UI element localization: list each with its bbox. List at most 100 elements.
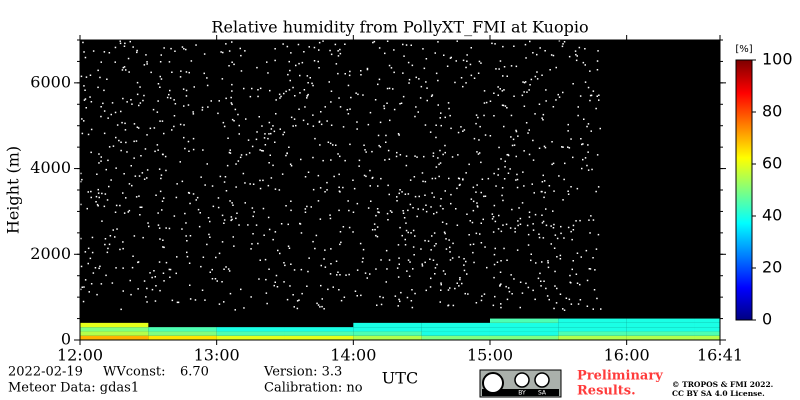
- noise: [380, 259, 382, 261]
- heatmap-cell: [489, 335, 559, 340]
- noise: [317, 200, 320, 202]
- noise: [436, 263, 438, 266]
- noise: [174, 103, 177, 105]
- noise: [444, 116, 446, 119]
- noise: [401, 234, 403, 237]
- colorbar-step: [736, 178, 752, 181]
- noise: [519, 217, 522, 220]
- noise: [223, 268, 225, 270]
- noise: [415, 76, 417, 79]
- colorbar-step: [736, 298, 752, 301]
- noise: [234, 309, 236, 311]
- noise: [336, 274, 338, 276]
- noise: [445, 248, 448, 250]
- noise: [262, 179, 264, 182]
- noise: [223, 301, 225, 303]
- noise: [312, 125, 315, 127]
- noise: [421, 172, 424, 174]
- noise: [235, 217, 237, 220]
- heatmap-cell: [694, 335, 720, 340]
- noise: [334, 43, 337, 46]
- noise: [157, 100, 159, 102]
- noise: [233, 63, 235, 66]
- noise: [348, 273, 350, 276]
- noise: [264, 133, 266, 135]
- noise: [473, 77, 476, 79]
- noise: [270, 177, 273, 179]
- noise: [122, 247, 124, 250]
- noise: [543, 196, 545, 199]
- noise: [283, 131, 286, 134]
- noise: [374, 228, 376, 231]
- x-tick-label: 16:00: [604, 346, 650, 365]
- noise: [83, 85, 85, 87]
- noise: [355, 92, 357, 94]
- colorbar-step: [736, 144, 752, 147]
- colorbar-step: [736, 272, 752, 275]
- noise: [586, 164, 588, 167]
- noise: [414, 115, 416, 118]
- noise: [550, 54, 553, 56]
- colorbar-step: [736, 76, 752, 79]
- noise: [159, 190, 162, 193]
- colorbar-step: [736, 92, 752, 95]
- noise: [587, 169, 590, 171]
- noise: [227, 268, 230, 270]
- noise: [97, 188, 99, 191]
- noise: [269, 154, 271, 156]
- noise: [238, 133, 240, 135]
- noise: [92, 50, 95, 52]
- noise: [320, 264, 322, 267]
- colorbar-step: [736, 98, 752, 101]
- colorbar-step: [736, 140, 752, 143]
- colorbar-step: [736, 238, 752, 241]
- noise: [409, 203, 412, 206]
- noise: [308, 46, 310, 48]
- noise: [562, 146, 564, 148]
- noise: [561, 45, 564, 48]
- noise: [587, 123, 590, 125]
- noise: [268, 228, 271, 231]
- noise: [154, 150, 156, 153]
- noise: [409, 179, 412, 181]
- noise: [388, 158, 391, 160]
- noise: [87, 247, 90, 250]
- noise: [255, 138, 258, 141]
- noise: [396, 267, 399, 269]
- noise: [122, 267, 124, 269]
- wvconst-label: WVconst:: [103, 365, 166, 380]
- noise: [96, 293, 98, 296]
- noise: [169, 89, 171, 92]
- noise: [506, 298, 509, 301]
- noise: [435, 136, 437, 139]
- noise: [369, 169, 371, 172]
- noise: [329, 217, 332, 220]
- noise: [463, 129, 466, 131]
- noise: [290, 209, 292, 212]
- noise: [412, 246, 415, 248]
- noise: [447, 304, 450, 306]
- noise: [330, 159, 332, 161]
- noise: [465, 66, 467, 69]
- noise: [121, 69, 124, 71]
- x-tick-label: 13:00: [194, 346, 240, 365]
- noise: [469, 243, 472, 246]
- heatmap-cell: [489, 331, 559, 336]
- noise: [303, 51, 305, 53]
- noise: [477, 153, 480, 155]
- heatmap-cell: [80, 327, 149, 332]
- noise: [530, 259, 532, 262]
- noise: [504, 160, 506, 163]
- colorbar-step: [736, 82, 752, 85]
- noise: [223, 219, 226, 221]
- colorbar-tick-label: 100: [762, 50, 793, 69]
- noise: [501, 90, 504, 92]
- noise: [402, 210, 404, 212]
- colorbar-step: [736, 210, 752, 213]
- colorbar-step: [736, 138, 752, 141]
- noise: [543, 280, 545, 282]
- noise: [584, 81, 587, 83]
- noise: [517, 135, 519, 137]
- noise: [168, 227, 171, 230]
- colorbar-step: [736, 170, 752, 173]
